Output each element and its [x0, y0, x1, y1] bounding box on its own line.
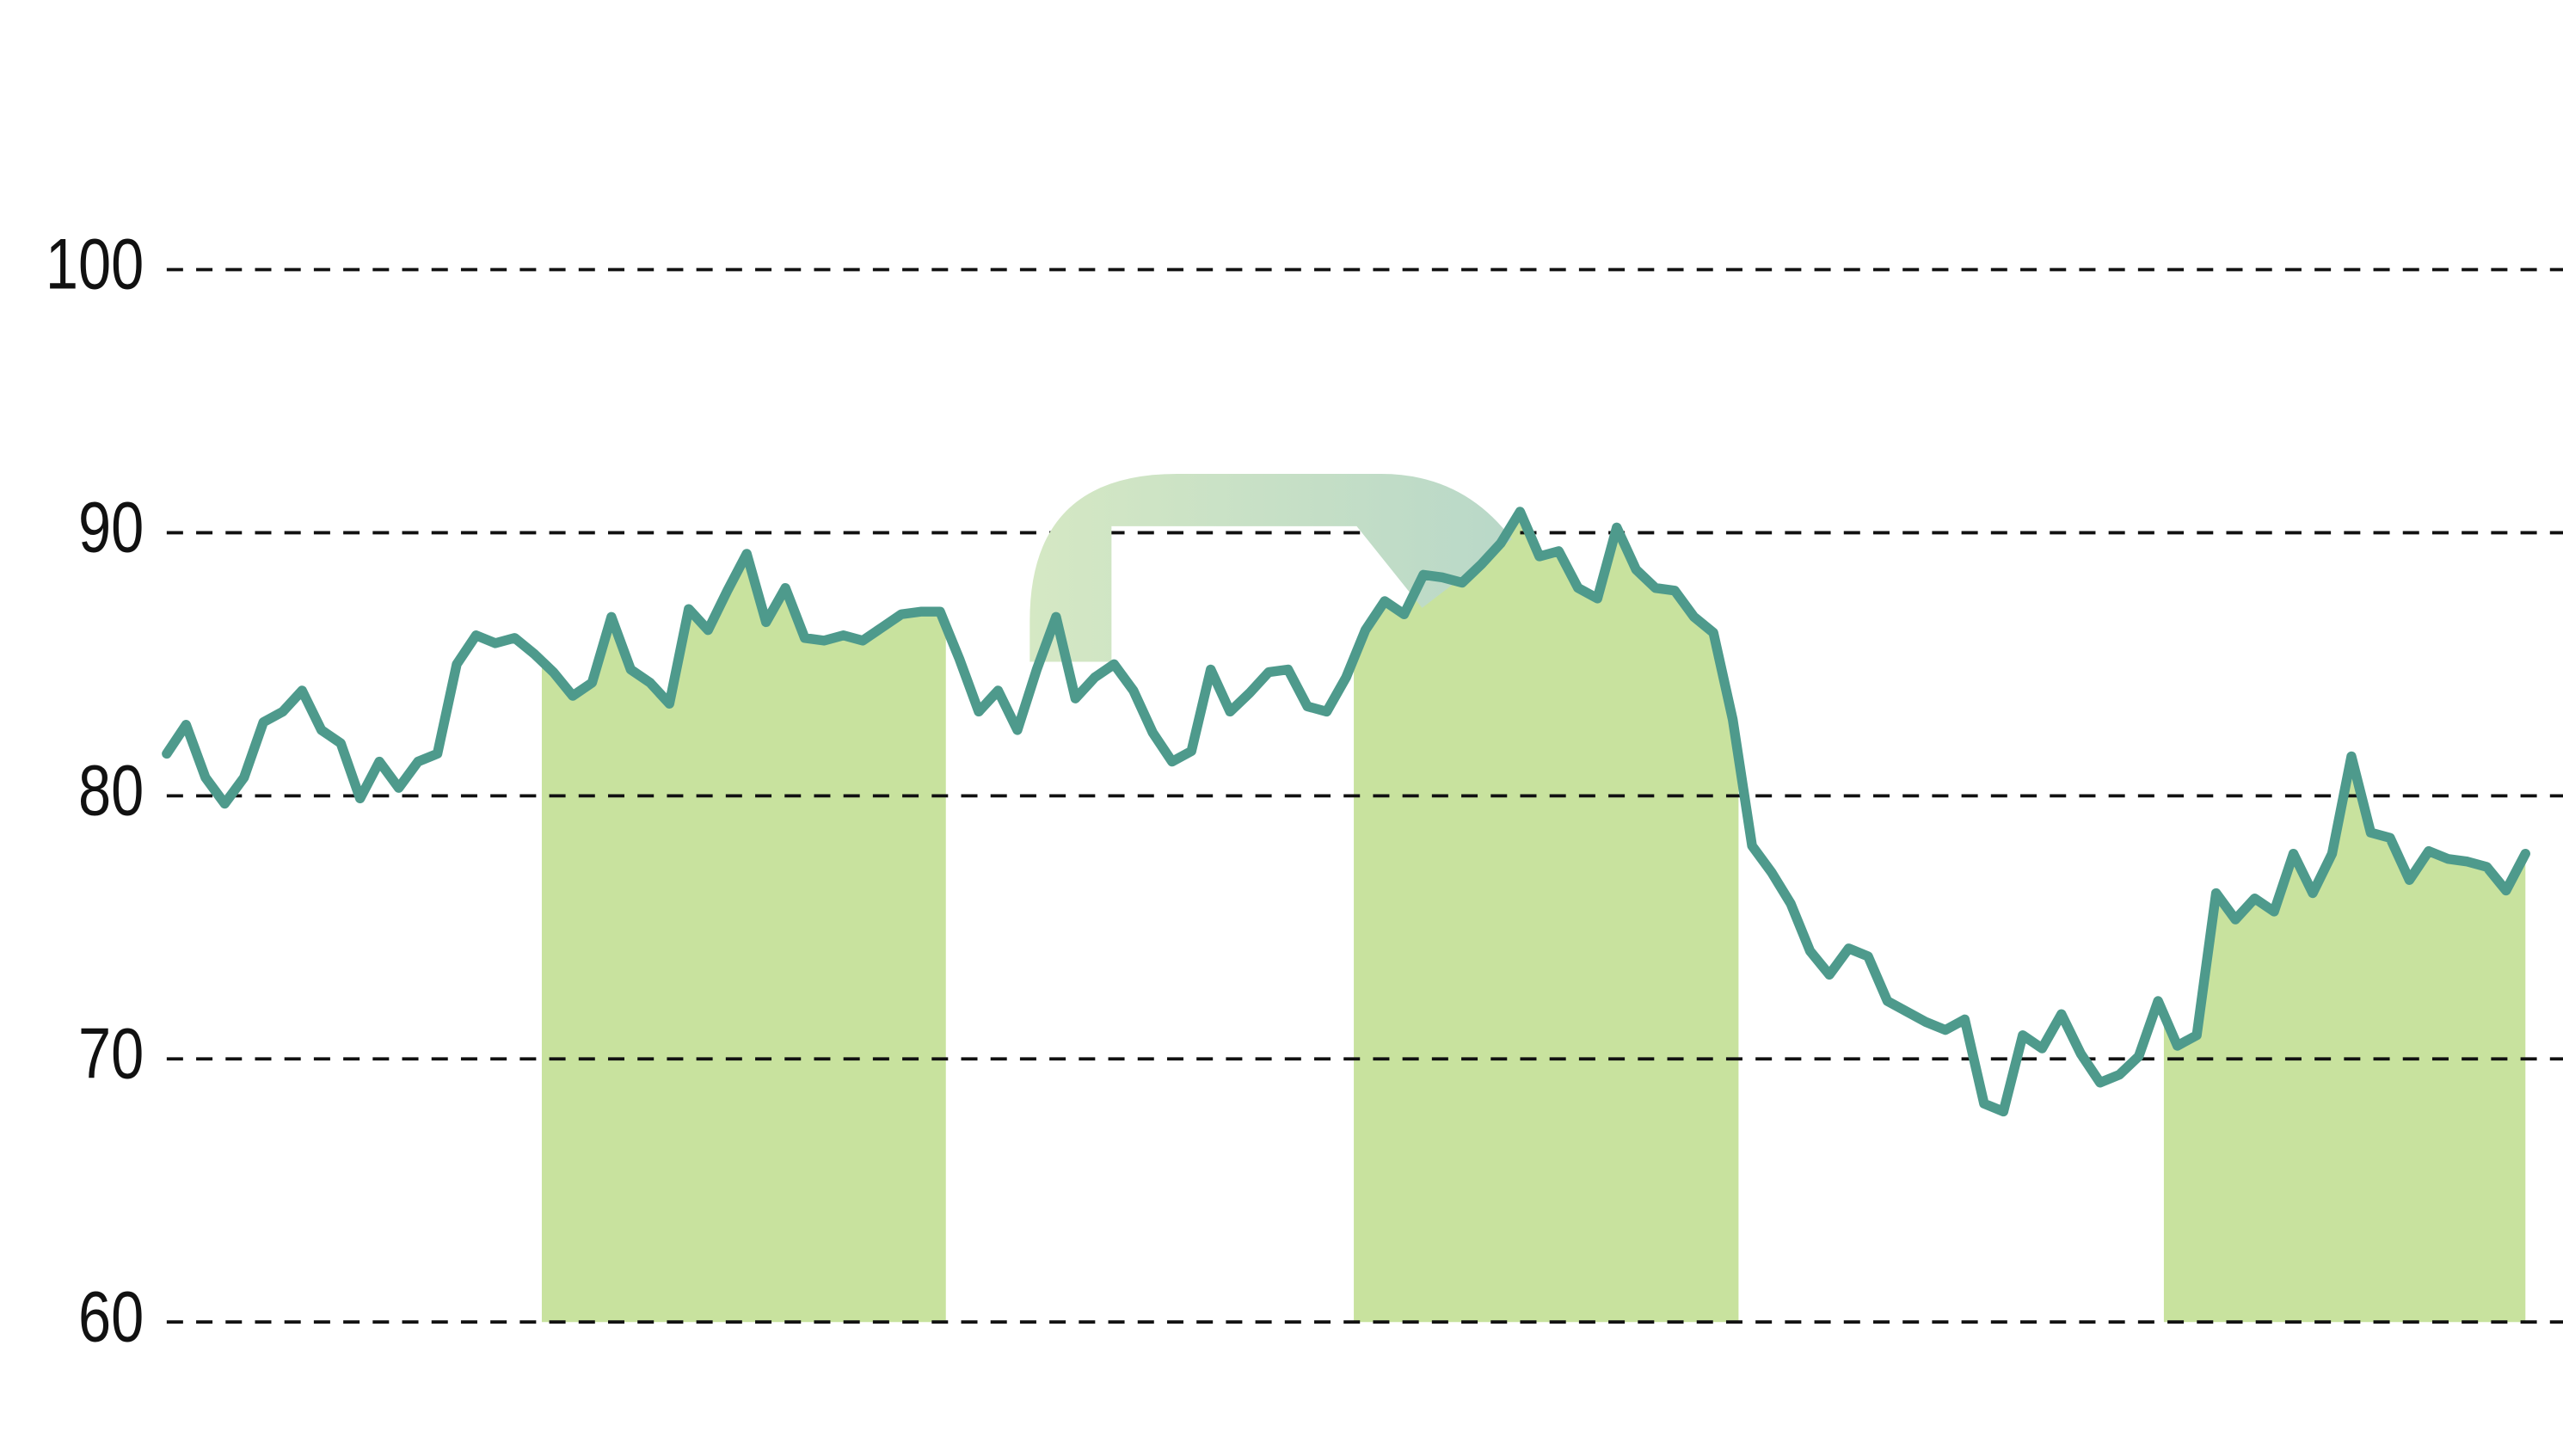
y-tick-label: 70 — [78, 1014, 144, 1094]
line — [162, 507, 2530, 1117]
y-tick-label: 80 — [78, 751, 144, 831]
highlight-area — [541, 553, 946, 1323]
highlight-area — [1354, 511, 1739, 1323]
y-tick-label: 100 — [46, 224, 144, 304]
plot — [162, 507, 2530, 1117]
arrow-decoration — [1030, 474, 1512, 662]
y-tick-label: 90 — [78, 488, 144, 568]
highlight-areas — [541, 511, 2526, 1323]
y-tick-label: 60 — [78, 1277, 144, 1357]
grid: 60 70 80 90 100 — [46, 224, 2563, 1357]
highlight-area — [2163, 756, 2526, 1323]
